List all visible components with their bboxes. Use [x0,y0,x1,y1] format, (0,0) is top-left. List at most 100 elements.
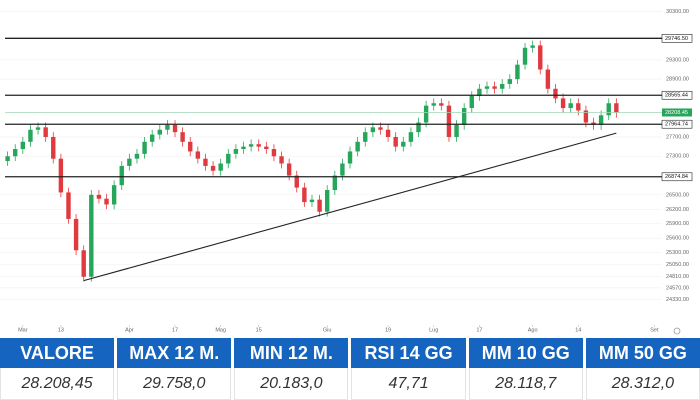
candle-body [370,127,376,133]
candle-body [477,88,482,97]
level-label: 28565.44 [665,93,688,99]
y-tick-label: 24330.00 [666,297,689,303]
candle-body [264,146,269,150]
x-tick-label: 15 [256,327,262,333]
candle-body [309,199,315,203]
stats-table: VALORE MAX 12 M. MIN 12 M. RSI 14 GG MM 10 G… [0,338,700,400]
x-tick-label: Ago [528,327,538,333]
candle-body [446,105,452,137]
candle-body [96,194,102,199]
table-header: RSI 14 GG [351,338,466,368]
level-label: 29746.50 [665,36,688,42]
candle-body [286,163,292,176]
y-tick-label: 29300.00 [666,57,689,63]
candle-body [340,163,345,176]
x-tick-label: Mag [215,327,226,333]
candle-body [355,141,360,152]
chart: 30300.00 29300.00 28900.00 27700.00 27300.00… [0,9,693,335]
candle-body [104,198,109,205]
candle-body [279,156,284,164]
candle-body [66,192,71,219]
candle-body [530,45,535,48]
y-tick-label: 28900.00 [666,77,689,83]
candle-body [492,86,497,89]
y-tick-label: 26500.00 [666,192,689,198]
candle-body [271,149,277,157]
candle-body [149,134,155,142]
candle-body [576,103,581,111]
candle-body [233,149,239,154]
x-tick-label: 19 [385,327,391,333]
candle-body [378,127,383,130]
table-header: MM 10 GG [468,338,583,368]
candle-body [5,156,10,162]
y-tick-label: 26200.00 [666,207,689,213]
y-tick-label: 24570.00 [666,285,689,291]
candle-body [248,144,254,147]
candle-body [454,124,459,137]
trendline [83,132,617,282]
candle-body [439,103,444,106]
y-tick-label: 25600.00 [666,236,689,242]
candle-body [142,141,147,154]
x-tick-label: Giu [323,327,332,333]
table-cell: 29.758,0 [117,368,232,400]
candle-body [188,141,193,152]
candle-body [324,190,330,212]
x-tick-label: Lug [429,327,438,333]
x-tick-label: 13 [58,327,64,333]
level-label-box [661,172,693,182]
candle-body [134,153,140,159]
y-tick-label: 25900.00 [666,221,689,227]
table-cell: 28.208,45 [0,368,115,400]
candle-body [127,158,132,166]
x-tick-label: Apr [125,327,134,333]
candle-body [385,129,391,137]
candle-body [241,146,246,150]
x-tick-label: 17 [476,327,482,333]
last-price-box [662,108,692,117]
x-tick-label: Set [650,327,659,333]
candle-body [553,88,558,99]
candle-body [332,175,338,191]
candle-body [614,103,619,113]
candle-body [461,108,467,125]
candle-body [538,45,543,70]
table-header: MM 50 GG [585,338,700,368]
candle-body [423,105,429,123]
settings-icon[interactable] [673,327,681,335]
y-tick-label: 27700.00 [666,134,689,140]
table-cell: 28.118,7 [468,368,583,400]
candle-body [500,83,505,89]
candle-body [218,163,223,171]
candle-body [111,185,117,205]
candle-body [256,144,261,147]
table-cell: 47,71 [351,368,466,400]
candle-body [598,115,604,125]
x-tick-label: 17 [172,327,178,333]
level-label: 27964.74 [665,122,688,128]
candle-body [89,194,94,277]
candle-body [522,47,528,65]
candle-body [58,158,64,193]
last-price-label: 28208.45 [665,110,688,116]
candle-body [484,86,490,89]
candle-body [507,79,513,84]
level-label: 26874.84 [665,174,688,180]
candle-body [13,149,18,157]
candle-body [363,132,368,142]
candle-body [51,136,56,159]
candle-body [393,136,398,147]
candle-body [165,124,170,130]
candle-body [172,124,178,133]
y-tick-label: 24810.00 [666,274,689,280]
y-tick-label: 30300.00 [666,9,689,15]
x-tick-label: Mar [18,327,28,333]
candle-body [416,122,421,133]
candle-body [515,64,520,80]
candle-body [28,129,33,142]
level-label-box [661,34,693,43]
candle-body [469,96,474,109]
level-label-box [661,90,693,100]
